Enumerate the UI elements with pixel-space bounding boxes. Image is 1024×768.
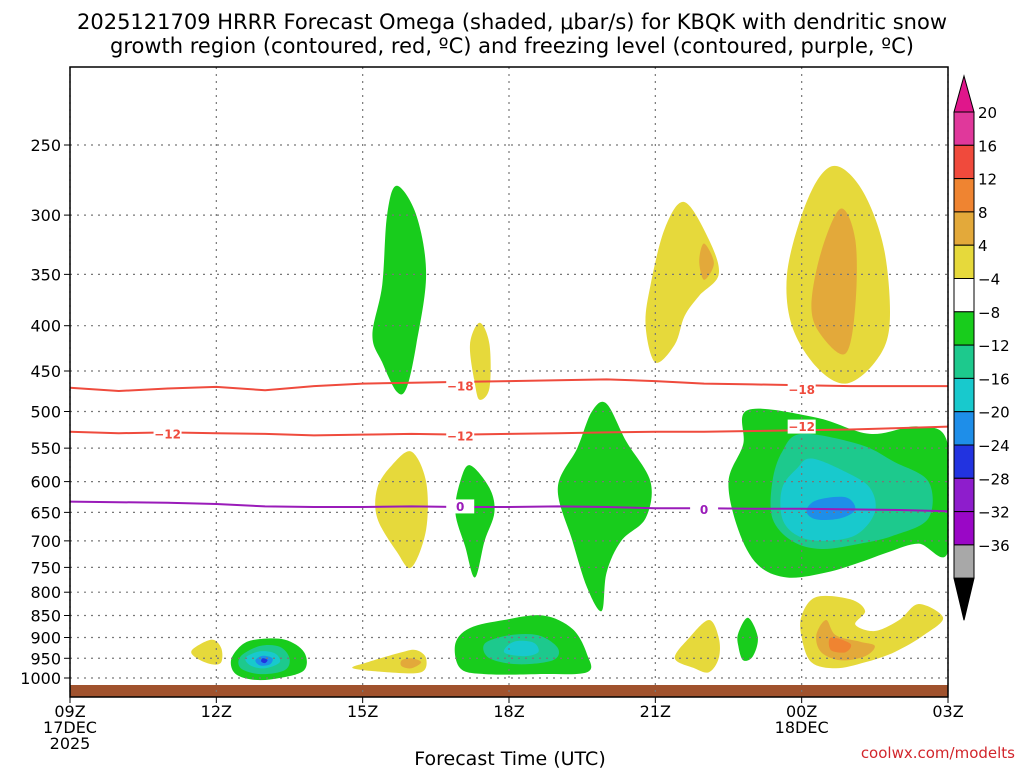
contour-line-0: [69, 500, 949, 513]
x-tick-label-21Z-0: 21Z: [640, 702, 671, 721]
colorbar-swatch-11: [953, 477, 975, 513]
omega-region-12: [455, 465, 495, 578]
y-tick-label-550: 550: [30, 439, 61, 458]
y-tick-label-800: 800: [30, 583, 61, 602]
contour-label--12: −12: [154, 427, 181, 441]
omega-region-15: [503, 640, 539, 657]
colorbar-label-7: −12: [978, 337, 1010, 355]
contour-label-0: 0: [456, 500, 464, 514]
y-tick-label-1000: 1000: [20, 669, 61, 688]
colorbar-swatch-2: [953, 178, 975, 213]
y-tick-label-700: 700: [30, 532, 61, 551]
contour-label-bg: [446, 429, 475, 444]
colorbar-label-5: −4: [978, 271, 1000, 289]
colorbar-label-0: 20: [978, 104, 997, 122]
colorbar-top-arrow: [953, 74, 975, 113]
colorbar-swatch-1: [953, 144, 975, 180]
contour-label-bg: [787, 382, 816, 397]
x-axis-label: Forecast Time (UTC): [414, 748, 605, 768]
colorbar-label-1: 16: [978, 137, 997, 155]
colorbar-swatch-9: [953, 411, 975, 446]
colorbar-swatch-4: [953, 244, 975, 279]
colorbar-swatch-3: [953, 211, 975, 246]
contour-label--18: −18: [447, 380, 474, 394]
chart-title-line-1: 2025121709 HRRR Forecast Omega (shaded, …: [77, 10, 947, 34]
colorbar-swatch-10: [953, 444, 975, 479]
omega-region-27: [816, 620, 875, 661]
contour-label-bg: [787, 419, 816, 434]
y-tick-label-400: 400: [30, 317, 61, 336]
colorbar-swatch-6: [953, 311, 975, 346]
x-tick-label-03Z-0: 03Z: [932, 702, 963, 721]
colorbar-label-8: −16: [978, 370, 1010, 388]
contour-label-0: 0: [700, 503, 708, 517]
x-tick-label-09Z-0: 09Z: [54, 702, 85, 721]
contour-label--12: −12: [447, 430, 474, 444]
y-tick-label-850: 850: [30, 607, 61, 626]
omega-region-3: [699, 243, 714, 280]
omega-region-21: [261, 658, 268, 664]
y-tick-label-350: 350: [30, 265, 61, 284]
contour-label--18: −18: [788, 383, 815, 397]
colorbar-label-13: −36: [978, 537, 1010, 555]
y-tick-label-950: 950: [30, 649, 61, 668]
contour-label-bg: [446, 379, 475, 394]
colorbar-swatch-13: [953, 544, 975, 579]
y-tick-label-250: 250: [30, 136, 61, 155]
omega-region-24: [674, 620, 720, 673]
colorbar-legend: 20 16 12 8 4 −4 −8 −12 −16 −20 −24 −28 −32 −36: [953, 74, 1010, 621]
colorbar-label-11: −28: [978, 470, 1010, 488]
contour-label-bg: [690, 502, 719, 517]
y-tick-label-900: 900: [30, 628, 61, 647]
contour-label-bg: [153, 426, 182, 441]
y-tick-label-650: 650: [30, 503, 61, 522]
credit-text: coolwx.com/modelts: [861, 744, 1015, 762]
colorbar-label-10: −24: [978, 437, 1010, 455]
x-tick-label-15Z-0: 15Z: [347, 702, 378, 721]
colorbar-label-2: 12: [978, 171, 997, 189]
y-tick-label-600: 600: [30, 473, 61, 492]
colorbar-swatch-7: [953, 344, 975, 379]
y-tick-label-500: 500: [30, 403, 61, 422]
x-tick-label-00Z-1: 18DEC: [775, 718, 829, 737]
omega-shaded-regions: [191, 165, 948, 681]
colorbar-swatch-5: [953, 278, 975, 313]
colorbar-label-6: −8: [978, 304, 1000, 322]
x-tick-label-12Z-0: 12Z: [201, 702, 232, 721]
chart-title-line-2: growth region (contoured, red, ºC) and f…: [110, 34, 914, 58]
y-axis-pressure: 250 300 350 400 450 500 550 600 650 700 750 800 850 9…: [20, 136, 70, 688]
colorbar-label-3: 8: [978, 204, 988, 222]
omega-region-4: [372, 185, 427, 395]
y-tick-label-750: 750: [30, 558, 61, 577]
colorbar-swatch-12: [953, 511, 975, 546]
plot-area: −18 −18 −12 −12 −12 0 0: [69, 66, 949, 698]
colorbar-bottom-arrow: [953, 577, 975, 621]
contour-label--12: −12: [788, 420, 815, 434]
y-tick-label-450: 450: [30, 362, 61, 381]
temperature-contours: −18 −18 −12 −12 −12 0 0: [69, 378, 949, 517]
y-tick-label-300: 300: [30, 206, 61, 225]
x-tick-label-09Z-2: 2025: [50, 734, 91, 753]
omega-region-1: [811, 208, 857, 355]
colorbar-label-4: 4: [978, 237, 988, 255]
x-tick-label-18Z-0: 18Z: [493, 702, 524, 721]
omega-region-11: [375, 451, 428, 569]
omega-region-25: [737, 617, 758, 661]
colorbar-swatch-0: [953, 111, 975, 146]
omega-region-2: [645, 201, 720, 363]
colorbar-swatch-8: [953, 377, 975, 413]
colorbar-label-9: −20: [978, 404, 1010, 422]
omega-region-16: [191, 639, 223, 665]
contour-label-bg: [446, 499, 475, 514]
x-tick-label-00Z-0: 00Z: [786, 702, 817, 721]
colorbar-label-12: −32: [978, 504, 1010, 522]
omega-region-23: [400, 658, 422, 669]
omega-region-28: [828, 637, 852, 653]
x-tick-label-09Z-1: 17DEC: [43, 718, 97, 737]
